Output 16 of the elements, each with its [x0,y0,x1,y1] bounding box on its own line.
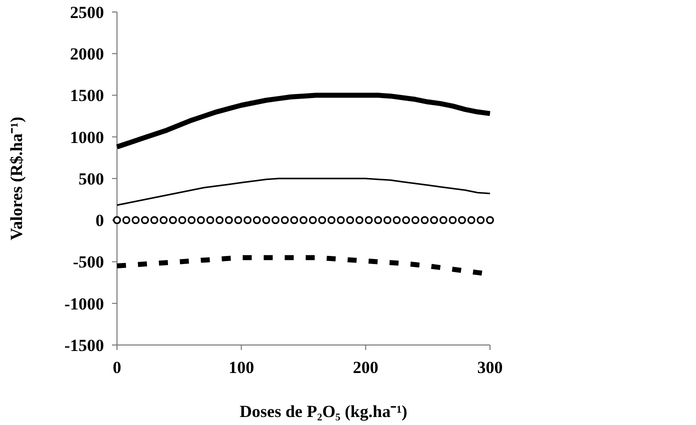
line-series [116,178,491,206]
y-tick-label: 2000 [70,44,104,64]
y-tick-label: 1000 [70,128,104,147]
y-tick-label: -500 [72,252,104,272]
y-tick-label: 1500 [70,86,104,106]
y-axis-title: Valores (R$.ha⁻¹) [7,116,26,240]
x-tick-label: 300 [477,358,503,377]
y-tick-label: -1000 [64,294,104,314]
x-tick-label: 0 [112,358,122,377]
y-tick-label: -1500 [64,336,104,355]
x-tick-label: 100 [228,358,254,377]
x-axis-title: Doses de P₂O₅ (kg.ha⁻¹) [240,402,408,421]
y-tick-label: 500 [78,169,104,188]
x-tick-label: 200 [352,358,378,377]
y-tick-label: 2500 [70,2,104,22]
y-tick-label: 0 [96,211,104,230]
